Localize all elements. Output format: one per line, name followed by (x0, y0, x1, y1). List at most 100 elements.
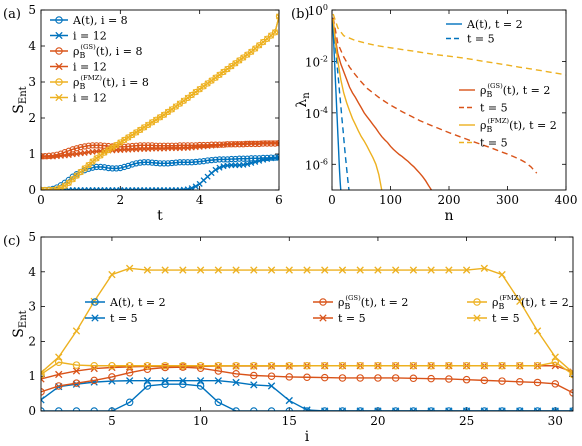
marker-stroke (137, 186, 142, 190)
data-point (156, 114, 164, 121)
data-point (256, 42, 263, 49)
data-point (374, 407, 382, 411)
marker-stroke (186, 186, 191, 190)
data-point (212, 166, 219, 173)
label-base: A(t), i = 8 (72, 14, 128, 27)
data-point (145, 121, 152, 128)
ticks: 5 10 15 20 25 30 0 1 2 3 4 5 (28, 230, 573, 428)
marker-stroke (216, 71, 223, 78)
marker-stroke (256, 157, 263, 164)
data-point (498, 407, 506, 411)
label-base: ρ (73, 76, 79, 89)
data-point (133, 142, 140, 149)
axis-label-base: S (11, 328, 27, 338)
label-rest: (t), t = 2 (521, 296, 569, 309)
marker-stroke (232, 60, 239, 67)
x-tick-label: 4 (196, 193, 204, 207)
marker-stroke (465, 407, 471, 411)
legend-entry-5: t = 5 (459, 137, 508, 150)
marker-stroke (156, 114, 164, 121)
marker-stroke (117, 186, 122, 190)
series-3 (332, 17, 538, 174)
marker-stroke (93, 186, 98, 190)
data-point (338, 374, 347, 382)
data-point (569, 369, 573, 377)
data-point (54, 358, 63, 367)
marker-stroke (483, 407, 488, 411)
marker-stroke (271, 29, 279, 36)
data-point (212, 156, 219, 163)
marker-stroke (427, 266, 435, 274)
legend-label: t = 5 (480, 137, 508, 150)
y-tick-label: 1 (28, 147, 36, 161)
legend-entry-5: t = 5 (467, 312, 520, 325)
y-tick-label: 10-4 (305, 106, 328, 121)
label-superscript: (FMZ) (499, 294, 521, 302)
data-point (133, 160, 140, 167)
data-point (236, 57, 243, 64)
data-point (188, 91, 195, 99)
plot-area (332, 13, 566, 190)
legend-marker (55, 31, 63, 40)
data-point (126, 264, 134, 272)
data-point (320, 373, 329, 382)
marker-stroke (69, 186, 74, 190)
legend-label: t = 5 (492, 312, 520, 325)
data-point (427, 266, 435, 274)
y-tick-label: 0 (28, 183, 36, 197)
data-point (65, 147, 72, 154)
data-point (161, 362, 169, 370)
marker-stroke (321, 407, 326, 411)
marker-stroke (180, 97, 187, 104)
label-rest: (t), t = 2 (509, 119, 557, 132)
x-tick-label: 200 (438, 193, 461, 207)
marker-stroke (117, 139, 124, 146)
data-point (480, 264, 488, 272)
x-tick-label: 400 (555, 193, 578, 207)
data-point (267, 382, 276, 390)
marker-stroke (41, 396, 45, 401)
data-point (117, 139, 124, 146)
data-point (196, 158, 203, 165)
legend-label: t = 5 (110, 312, 138, 325)
legend-marker (473, 314, 481, 322)
data-point (192, 88, 199, 96)
data-point (516, 378, 524, 386)
marker-stroke (97, 152, 104, 159)
marker-stroke (498, 270, 506, 279)
marker-stroke (569, 369, 573, 374)
marker-stroke (55, 93, 63, 102)
series-line (41, 383, 573, 411)
data-point (228, 155, 235, 163)
data-point (196, 86, 203, 93)
panel-label: (c) (3, 234, 20, 249)
marker-stroke (554, 407, 559, 411)
data-point (374, 266, 382, 274)
data-point (97, 142, 104, 149)
data-point (220, 68, 227, 76)
label-rest: (t), t = 2 (361, 296, 409, 309)
data-point (180, 159, 187, 166)
panel-c: 5 10 15 20 25 30 0 1 2 3 4 5 i SEnt (c) A(t), t = 2 t = … (3, 230, 574, 445)
data-point (152, 159, 160, 167)
y-tick-label: 2 (28, 111, 36, 125)
data-point (356, 374, 364, 382)
tick-exponent: -6 (320, 157, 328, 166)
data-point (168, 106, 176, 113)
data-point (236, 57, 243, 64)
marker-stroke (125, 134, 132, 141)
series-line (41, 156, 279, 190)
series-2 (41, 363, 573, 397)
label-base: ρ (338, 296, 344, 309)
y-tick-label: 10-6 (305, 157, 328, 172)
data-point (214, 266, 222, 274)
marker-stroke (204, 80, 211, 87)
data-point (97, 152, 104, 159)
label-superscript: (FMZ) (487, 117, 509, 125)
x-tick-label: 5 (108, 414, 116, 428)
data-point (321, 407, 329, 411)
label-base: A(t), t = 2 (466, 18, 523, 31)
marker-stroke (73, 150, 80, 158)
marker-stroke (338, 266, 347, 274)
data-point (216, 71, 223, 78)
